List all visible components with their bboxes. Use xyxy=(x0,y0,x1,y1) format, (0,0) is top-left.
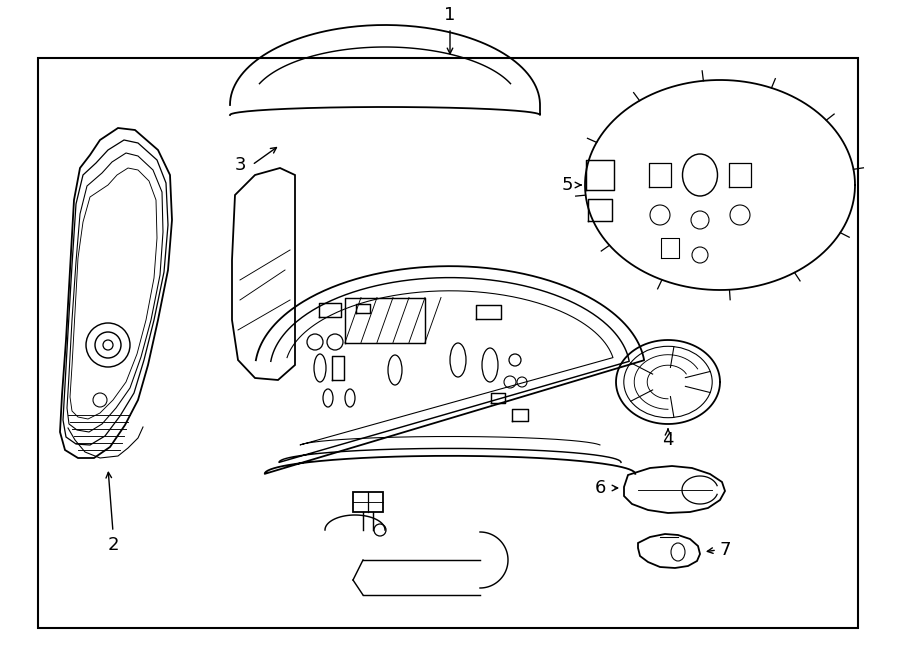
Text: 6: 6 xyxy=(594,479,606,497)
Text: 4: 4 xyxy=(662,431,674,449)
Text: 7: 7 xyxy=(719,541,731,559)
Text: 1: 1 xyxy=(445,6,455,24)
Bar xyxy=(38,58,858,628)
Bar xyxy=(353,492,383,512)
Text: 2: 2 xyxy=(107,536,119,554)
Text: 5: 5 xyxy=(562,176,572,194)
Text: 3: 3 xyxy=(234,156,246,174)
